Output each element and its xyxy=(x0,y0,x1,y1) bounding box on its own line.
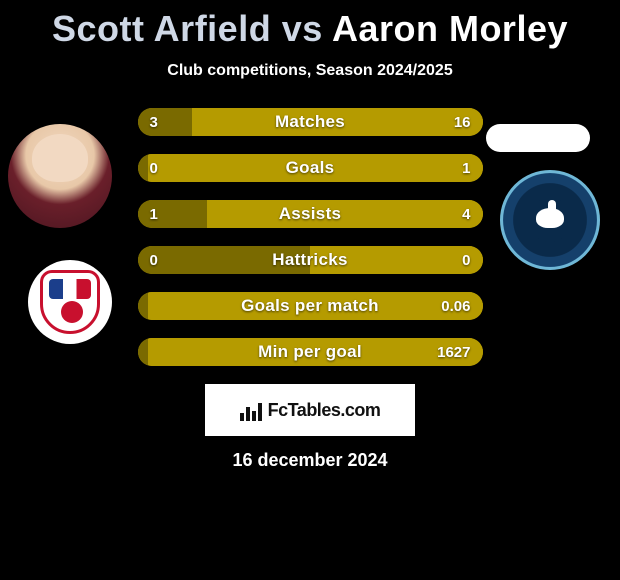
brand-text: FcTables.com xyxy=(268,400,381,421)
stat-label: Goals per match xyxy=(138,292,483,320)
brand-bars-icon xyxy=(240,399,262,421)
club-badge-left-icon xyxy=(40,270,100,334)
stat-row: 0.06Goals per match xyxy=(138,292,483,320)
subtitle: Club competitions, Season 2024/2025 xyxy=(0,62,620,80)
club-badge-right-icon xyxy=(528,198,572,242)
stat-row: 00Hattricks xyxy=(138,246,483,274)
title-vs: vs xyxy=(282,8,332,49)
page-title: Scott Arfield vs Aaron Morley xyxy=(0,0,620,50)
stat-row: 1627Min per goal xyxy=(138,338,483,366)
player-left-photo xyxy=(8,124,112,228)
stat-label: Min per goal xyxy=(138,338,483,366)
stat-label: Assists xyxy=(138,200,483,228)
stat-label: Goals xyxy=(138,154,483,182)
date: 16 december 2024 xyxy=(0,450,620,471)
stat-label: Matches xyxy=(138,108,483,136)
stats-chart: 316Matches 01Goals 14Assists 00Hattricks 0.0… xyxy=(138,108,483,366)
stat-row: 01Goals xyxy=(138,154,483,182)
title-player-left: Scott Arfield xyxy=(52,8,271,49)
club-badge-right xyxy=(500,170,600,270)
club-badge-left xyxy=(28,260,112,344)
stat-label: Hattricks xyxy=(138,246,483,274)
stat-row: 316Matches xyxy=(138,108,483,136)
player-right-photo xyxy=(486,124,590,152)
brand-badge: FcTables.com xyxy=(205,384,415,436)
title-player-right: Aaron Morley xyxy=(332,8,568,49)
stat-row: 14Assists xyxy=(138,200,483,228)
